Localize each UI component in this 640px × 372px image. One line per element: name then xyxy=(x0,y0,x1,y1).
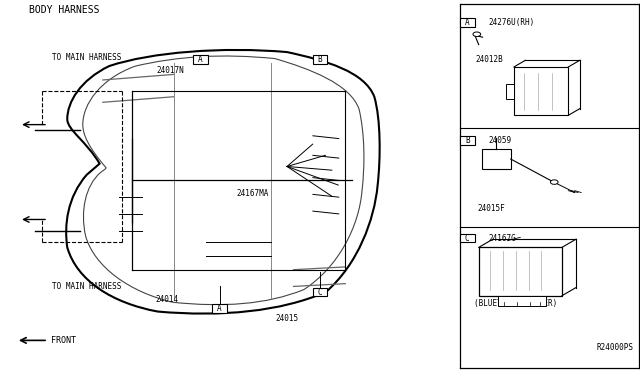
Text: 24059: 24059 xyxy=(488,136,511,145)
Bar xyxy=(482,149,511,169)
Text: 24167MA: 24167MA xyxy=(237,189,269,198)
Text: 24015: 24015 xyxy=(275,314,298,323)
Text: BODY HARNESS: BODY HARNESS xyxy=(29,5,99,15)
Text: 24015F: 24015F xyxy=(477,204,505,213)
Bar xyxy=(460,136,475,144)
Text: C: C xyxy=(317,288,323,296)
Text: 24167G: 24167G xyxy=(488,234,516,243)
Text: R24000PS: R24000PS xyxy=(596,343,634,352)
Text: FRONT: FRONT xyxy=(51,336,76,345)
Circle shape xyxy=(473,32,481,36)
Bar xyxy=(312,288,327,296)
Text: A: A xyxy=(217,304,222,313)
Bar xyxy=(460,234,475,243)
Text: B: B xyxy=(465,136,470,145)
Text: 24014: 24014 xyxy=(156,295,179,304)
Bar xyxy=(506,84,514,99)
Text: (BLUETOOTH JUMPER): (BLUETOOTH JUMPER) xyxy=(474,299,557,308)
Bar xyxy=(514,67,568,115)
Text: 24276U(RH): 24276U(RH) xyxy=(488,18,534,27)
Text: TO MAIN HARNESS: TO MAIN HARNESS xyxy=(52,53,122,62)
PathPatch shape xyxy=(66,50,380,314)
Text: A: A xyxy=(198,55,203,64)
Text: TO MAIN HARNESS: TO MAIN HARNESS xyxy=(52,282,122,291)
Bar xyxy=(479,247,562,296)
Bar xyxy=(312,55,327,64)
Bar xyxy=(460,18,475,27)
Bar xyxy=(498,296,546,306)
Text: 24012B: 24012B xyxy=(476,55,503,64)
Text: B: B xyxy=(317,55,323,64)
Text: 24017N: 24017N xyxy=(157,66,184,75)
Circle shape xyxy=(550,180,558,185)
Bar xyxy=(212,304,227,313)
Text: C: C xyxy=(465,234,470,243)
Bar xyxy=(193,55,207,64)
Text: A: A xyxy=(465,18,470,27)
